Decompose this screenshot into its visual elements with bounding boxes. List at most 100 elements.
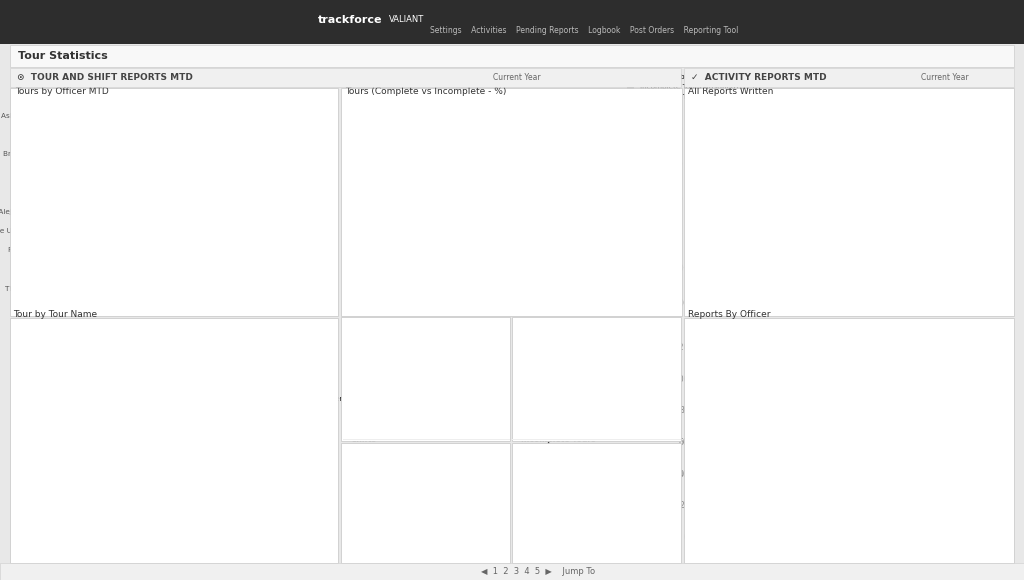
Bar (783, 534, 806, 536)
Text: 117: 117 (523, 357, 581, 385)
Text: 61: 61 (291, 266, 300, 272)
Bar (818, 282, 829, 303)
Bar (834, 292, 846, 303)
Wedge shape (121, 355, 203, 508)
Text: 15: 15 (124, 170, 133, 176)
Text: 73: 73 (353, 481, 392, 509)
Bar (748, 492, 769, 536)
Text: 27: 27 (694, 200, 703, 206)
Bar (67, 168, 121, 178)
Bar (709, 129, 721, 303)
Wedge shape (39, 432, 121, 458)
Bar (67, 110, 74, 121)
Text: 32.48%: 32.48% (446, 162, 486, 172)
Text: Shifts: Shifts (353, 452, 383, 462)
Text: Tour Statistics: Tour Statistics (18, 50, 108, 61)
Bar (803, 275, 814, 303)
Text: Total Incomplete Tours: Total Incomplete Tours (523, 523, 613, 532)
Text: 6: 6 (136, 488, 142, 497)
Bar (786, 285, 799, 303)
Bar (756, 292, 767, 303)
Text: 2: 2 (77, 113, 81, 118)
Bar (67, 187, 74, 198)
Bar (968, 522, 989, 536)
Text: Incomplete Tours: Incomplete Tours (521, 435, 596, 444)
Text: Total Tours: Total Tours (523, 401, 565, 410)
Bar (911, 285, 924, 303)
Wedge shape (42, 436, 121, 493)
Text: 5: 5 (59, 438, 66, 447)
Bar (67, 245, 78, 255)
Text: 2: 2 (77, 189, 81, 195)
Text: ◀  1  2  3  4  5  ▶    Jump To: ◀ 1 2 3 4 5 ▶ Jump To (481, 567, 595, 576)
Text: 4: 4 (84, 285, 88, 291)
Text: Current Year: Current Year (922, 73, 969, 82)
Bar (724, 285, 736, 303)
Wedge shape (90, 356, 121, 436)
Bar (67, 129, 74, 140)
Text: 4: 4 (866, 522, 870, 528)
Bar (67, 148, 154, 159)
Text: trackforce: trackforce (317, 14, 382, 24)
Bar (67, 206, 74, 217)
Wedge shape (39, 374, 121, 436)
Text: 13: 13 (62, 405, 74, 415)
Wedge shape (81, 361, 121, 436)
Bar (865, 289, 877, 303)
Text: 38: 38 (523, 481, 562, 509)
Text: 24: 24 (157, 151, 165, 157)
Text: 2: 2 (793, 525, 797, 531)
Bar (896, 285, 908, 303)
Wedge shape (434, 117, 520, 242)
Wedge shape (121, 436, 161, 518)
Bar (928, 289, 939, 303)
Text: 8: 8 (67, 461, 73, 470)
Bar (857, 530, 880, 536)
Text: 9: 9 (976, 514, 981, 520)
Text: Total Shifts: Total Shifts (353, 523, 396, 532)
Text: 10.26%: 10.26% (475, 260, 513, 269)
Wedge shape (443, 226, 498, 280)
Text: Total Missed Tags: Total Missed Tags (353, 401, 422, 410)
Text: Reports By Officer: Reports By Officer (688, 310, 771, 318)
Text: 10: 10 (900, 513, 909, 519)
Text: Tours by Officer MTD: Tours by Officer MTD (15, 87, 110, 96)
Legend: Complete Tours, Incomplete Tours (justified), Incomplete Tours (not justified): Complete Tours, Incomplete Tours (justif… (627, 74, 753, 100)
Text: 15: 15 (95, 488, 108, 496)
Wedge shape (482, 117, 605, 289)
Bar (820, 535, 843, 536)
Text: 50: 50 (711, 119, 719, 126)
Text: 4: 4 (84, 228, 88, 234)
Legend: COVID-19 - Hand Sanitizer Verification, Fire Evacuation Drill, Fire Extinguisher: COVID-19 - Hand Sanitizer Verification, … (230, 396, 369, 477)
Text: Settings    Activities    Pending Reports    Logbook    Post Orders    Reporting: Settings Activities Pending Reports Logb… (430, 26, 738, 35)
Text: Tours: Tours (523, 328, 551, 337)
Text: 40: 40 (173, 420, 184, 430)
Bar (849, 285, 861, 303)
Wedge shape (69, 365, 121, 436)
Bar (740, 289, 752, 303)
Text: 400: 400 (353, 357, 412, 385)
Text: 43: 43 (991, 144, 1000, 150)
Text: ⊙  TOUR AND SHIFT REPORTS MTD: ⊙ TOUR AND SHIFT REPORTS MTD (17, 73, 193, 82)
Bar (67, 226, 81, 236)
Bar (693, 209, 705, 303)
Text: 1: 1 (829, 527, 834, 533)
Bar (881, 282, 892, 303)
Text: Missed Tags: Missed Tags (353, 328, 415, 337)
Text: VALIANT: VALIANT (389, 15, 424, 24)
Text: Shifts: Shifts (351, 435, 377, 444)
Bar (771, 226, 783, 303)
Text: 116: 116 (935, 345, 948, 350)
Text: 28: 28 (754, 484, 763, 490)
Text: 5: 5 (116, 373, 122, 382)
Text: Incomplete Tours: Incomplete Tours (523, 452, 610, 462)
Bar (990, 153, 1001, 303)
Wedge shape (104, 354, 130, 436)
Bar (67, 264, 288, 274)
Text: 2: 2 (77, 208, 81, 215)
Bar (67, 283, 81, 293)
Bar (943, 285, 954, 303)
Text: Current Year: Current Year (494, 73, 541, 82)
Text: 22: 22 (773, 217, 781, 223)
Bar (974, 292, 986, 303)
